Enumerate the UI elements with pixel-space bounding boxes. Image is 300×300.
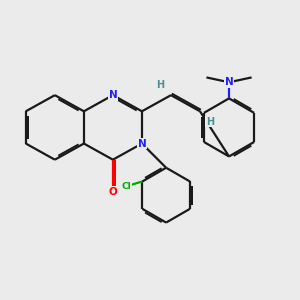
Text: N: N [109,90,117,100]
Text: O: O [109,187,117,197]
Text: H: H [206,117,214,127]
Text: Cl: Cl [122,182,131,191]
Text: H: H [157,80,165,90]
Text: N: N [138,139,146,148]
Text: N: N [225,77,233,87]
